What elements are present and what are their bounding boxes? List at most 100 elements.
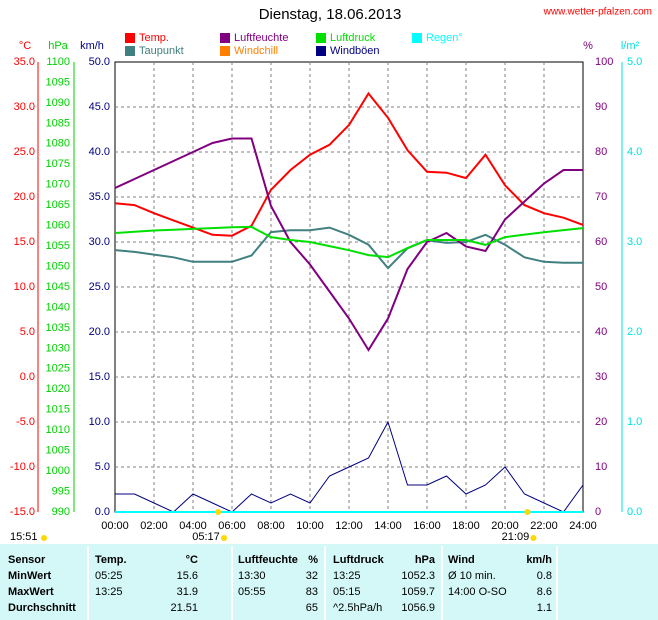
chart-title: Dienstag, 18.06.2013 xyxy=(259,6,402,23)
y-tick-label: 5.0 xyxy=(95,461,110,473)
y-tick-label: 0.0 xyxy=(20,371,35,383)
y-tick-label: 1065 xyxy=(46,199,70,211)
sun-icon xyxy=(530,535,537,541)
y-tick-label: 30 xyxy=(595,371,607,383)
y-tick-label: 1070 xyxy=(46,179,70,191)
legend-swatch xyxy=(316,33,326,43)
y-tick-label: 0.0 xyxy=(627,506,642,518)
legend-swatch xyxy=(220,46,230,56)
y-tick-label: 1055 xyxy=(46,240,70,252)
legend-label: Regen° xyxy=(426,32,463,44)
y-tick-label: 90 xyxy=(595,101,607,113)
y-tick-label: 15.0 xyxy=(14,236,35,248)
table-cell: 31.9 xyxy=(177,586,198,598)
x-tick-label: 04:00 xyxy=(179,520,207,532)
y-tick-label: 5.0 xyxy=(627,56,642,68)
y-tick-label: 1045 xyxy=(46,281,70,293)
sun-marker xyxy=(524,509,531,515)
sun-icon xyxy=(221,535,228,541)
y-tick-label: 1040 xyxy=(46,301,70,313)
table-header: Luftdruck xyxy=(333,554,385,566)
y-tick-label: 60 xyxy=(595,236,607,248)
table-cell: 65 xyxy=(306,602,318,614)
y-tick-label: 1005 xyxy=(46,445,70,457)
y-tick-label: 40.0 xyxy=(89,146,110,158)
x-tick-label: 22:00 xyxy=(530,520,558,532)
table-cell: 05:15 xyxy=(333,586,361,598)
y-tick-label: 2.0 xyxy=(627,326,642,338)
x-tick-label: 02:00 xyxy=(140,520,168,532)
y-tick-label: 10 xyxy=(595,461,607,473)
y-tick-label: 15.0 xyxy=(89,371,110,383)
table-cell: MinWert xyxy=(8,570,52,582)
y-tick-label: 35.0 xyxy=(14,56,35,68)
x-tick-label: 08:00 xyxy=(257,520,285,532)
y-tick-label: 0 xyxy=(595,506,601,518)
axis-title: % xyxy=(583,40,593,52)
table-cell: 32 xyxy=(306,570,318,582)
y-tick-label: 20.0 xyxy=(89,326,110,338)
y-tick-label: 45.0 xyxy=(89,101,110,113)
y-tick-label: 20.0 xyxy=(14,191,35,203)
sun-marker xyxy=(215,509,222,515)
y-tick-label: 1090 xyxy=(46,97,70,109)
y-tick-label: 1000 xyxy=(46,465,70,477)
series-line xyxy=(114,226,583,270)
table-cell: 21.51 xyxy=(170,602,198,614)
x-tick-label: 00:00 xyxy=(101,520,129,532)
legend-label: Temp. xyxy=(139,32,169,44)
table-cell: 14:00 O-SO xyxy=(448,586,507,598)
source: www.wetter-pfalzen.com xyxy=(543,7,652,18)
legend-label: Luftdruck xyxy=(330,32,376,44)
y-tick-label: 1.0 xyxy=(627,416,642,428)
y-tick-label: 1075 xyxy=(46,158,70,170)
x-tick-label: 18:00 xyxy=(452,520,480,532)
x-tick-label: 06:00 xyxy=(218,520,246,532)
y-tick-label: 10.0 xyxy=(14,281,35,293)
table-cell: 83 xyxy=(306,586,318,598)
legend-label: Windchill xyxy=(234,45,278,57)
legend-label: Luftfeuchte xyxy=(234,32,288,44)
legend-swatch xyxy=(412,33,422,43)
table-header: km/h xyxy=(526,554,552,566)
series-line xyxy=(114,91,584,237)
y-tick-label: -5.0 xyxy=(16,416,35,428)
legend-swatch xyxy=(125,46,135,56)
legend-swatch xyxy=(316,46,326,56)
table-cell: 1.1 xyxy=(537,602,552,614)
table-cell: 15.6 xyxy=(177,570,198,582)
y-tick-label: 1050 xyxy=(46,260,70,272)
series-line xyxy=(114,225,584,259)
table-cell: 05:55 xyxy=(238,586,266,598)
y-tick-label: 50.0 xyxy=(89,56,110,68)
table-cell: MaxWert xyxy=(8,586,54,598)
y-tick-label: 25.0 xyxy=(14,146,35,158)
x-tick-label: 20:00 xyxy=(491,520,519,532)
y-tick-label: 4.0 xyxy=(627,146,642,158)
table-cell: Durchschnitt xyxy=(8,602,76,614)
y-tick-label: 1020 xyxy=(46,383,70,395)
table-header: °C xyxy=(186,554,198,566)
y-tick-label: 80 xyxy=(595,146,607,158)
y-tick-label: 1010 xyxy=(46,424,70,436)
table-cell: ^2.5hPa/h xyxy=(333,602,382,614)
y-tick-label: 10.0 xyxy=(89,416,110,428)
table-cell: 1059.7 xyxy=(401,586,435,598)
y-tick-label: 1095 xyxy=(46,76,70,88)
y-tick-label: -15.0 xyxy=(10,506,35,518)
y-tick-label: 3.0 xyxy=(627,236,642,248)
y-tick-label: 1100 xyxy=(46,56,70,68)
legend-swatch xyxy=(125,33,135,43)
series-line xyxy=(114,137,583,352)
stats-table xyxy=(0,544,658,620)
axis-title: hPa xyxy=(48,40,68,52)
x-tick-label: 24:00 xyxy=(569,520,597,532)
x-tick-label: 10:00 xyxy=(296,520,324,532)
table-header: hPa xyxy=(415,554,436,566)
y-tick-label: 50 xyxy=(595,281,607,293)
table-cell: Ø 10 min. xyxy=(448,570,496,582)
table-cell: 1056.9 xyxy=(401,602,435,614)
x-tick-label: 16:00 xyxy=(413,520,441,532)
series-line xyxy=(115,420,584,513)
